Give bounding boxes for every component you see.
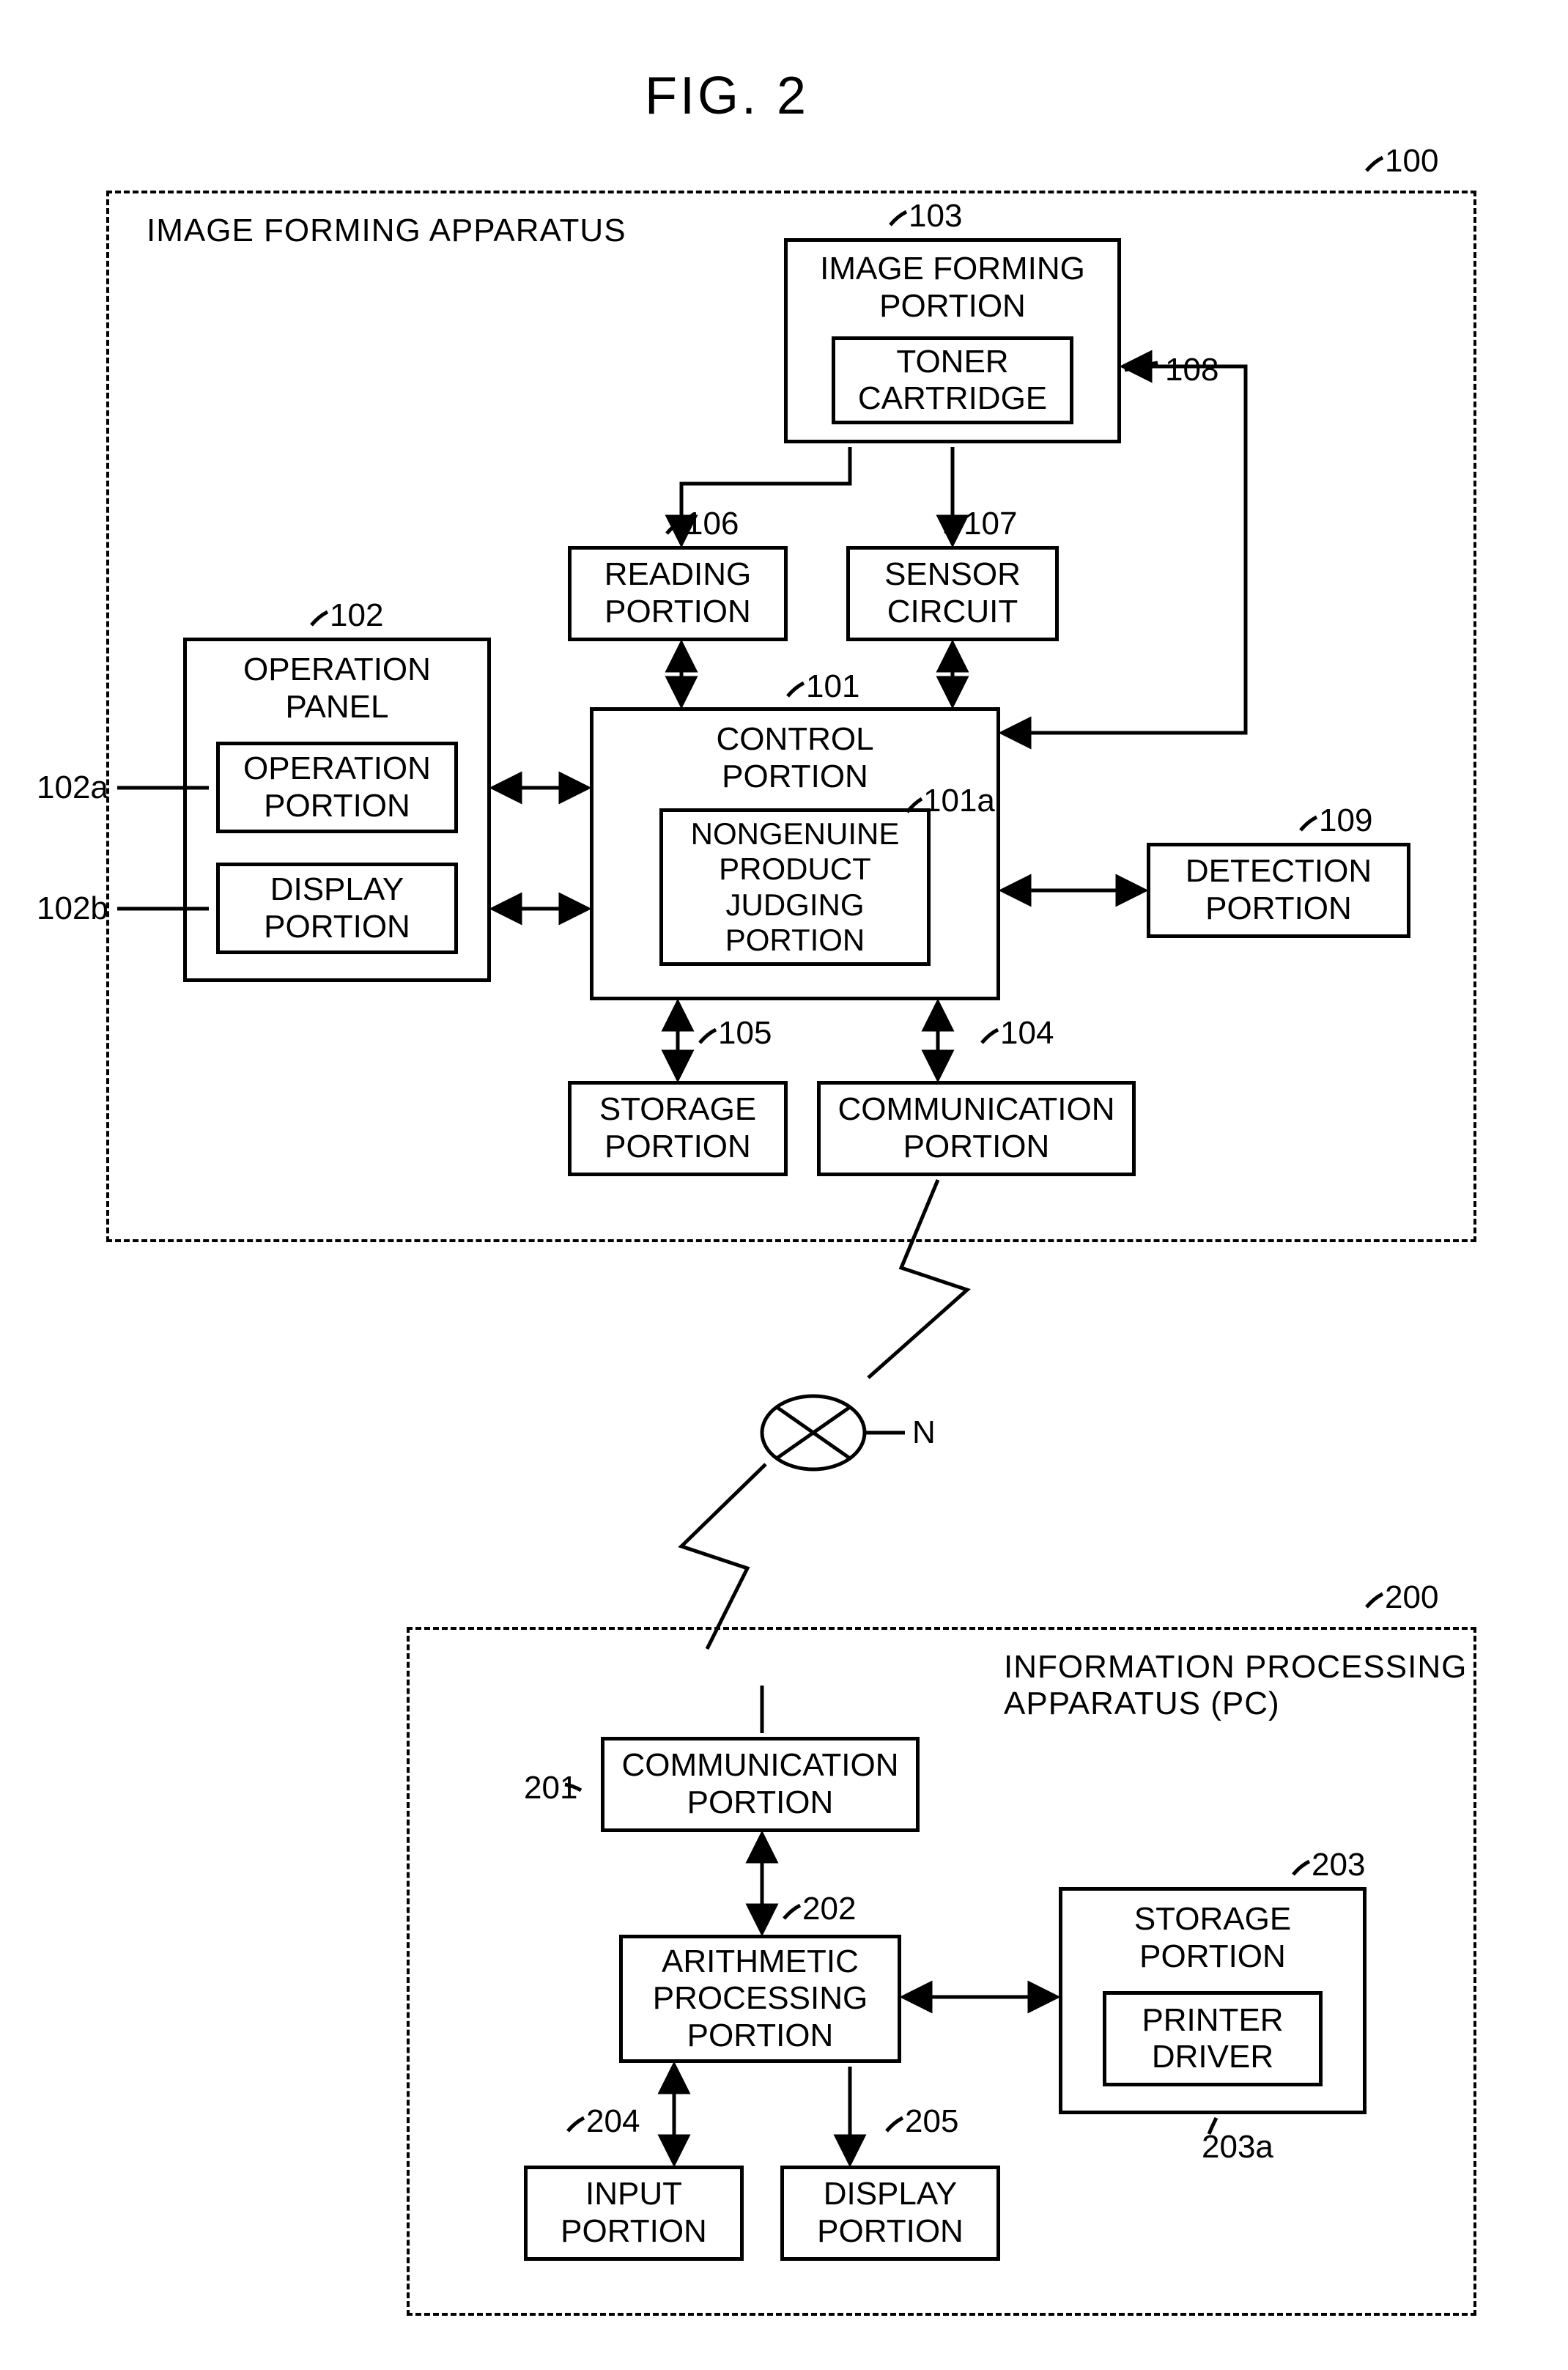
arithmetic-portion-label: ARITHMETIC PROCESSING PORTION <box>653 1943 868 2055</box>
detection-portion-label: DETECTION PORTION <box>1186 853 1372 927</box>
ref-102b: 102b <box>37 890 108 927</box>
ref-102a: 102a <box>37 769 108 806</box>
ref-202: 202 <box>802 1891 856 1927</box>
ref-N: N <box>912 1414 936 1451</box>
ref-203: 203 <box>1312 1847 1365 1883</box>
figure-title: FIG. 2 <box>645 66 809 126</box>
operation-panel-label: OPERATION PANEL <box>243 651 431 726</box>
ref-201: 201 <box>524 1770 577 1806</box>
ref-109: 109 <box>1319 802 1372 839</box>
display-portion-bottom-label: DISPLAY PORTION <box>817 2176 964 2250</box>
communication-portion-bottom-label: COMMUNICATION PORTION <box>621 1747 898 1821</box>
control-portion-label: CONTROL PORTION <box>716 721 873 795</box>
sensor-circuit-block: SENSOR CIRCUIT <box>846 546 1059 641</box>
ref-103: 103 <box>909 198 962 235</box>
toner-cartridge-block: TONER CARTRIDGE <box>832 336 1073 424</box>
ref-104: 104 <box>1000 1015 1054 1052</box>
display-portion-bottom-block: DISPLAY PORTION <box>780 2166 1000 2261</box>
ref-108: 108 <box>1165 352 1218 388</box>
ref-101a: 101a <box>923 783 995 819</box>
printer-driver-block: PRINTER DRIVER <box>1103 1991 1323 2086</box>
ref-200: 200 <box>1385 1579 1438 1616</box>
diagram-canvas: FIG. 2 IMAGE FORMING APPARATUS 100 IMAGE… <box>0 0 1568 2370</box>
storage-portion-bottom-label: STORAGE PORTION <box>1134 1901 1291 1975</box>
ref-204: 204 <box>586 2103 640 2140</box>
communication-portion-top-label: COMMUNICATION PORTION <box>837 1091 1114 1165</box>
ref-107: 107 <box>964 506 1017 542</box>
reading-portion-label: READING PORTION <box>604 556 751 630</box>
printer-driver-label: PRINTER DRIVER <box>1142 2002 1283 2076</box>
ref-203a: 203a <box>1202 2129 1273 2166</box>
operation-portion-label: OPERATION PORTION <box>243 750 431 824</box>
input-portion-block: INPUT PORTION <box>524 2166 744 2261</box>
image-forming-apparatus-title: IMAGE FORMING APPARATUS <box>147 213 626 249</box>
ref-101: 101 <box>806 668 859 705</box>
ref-105: 105 <box>718 1015 772 1052</box>
nongenuine-judging-block: NONGENUINE PRODUCT JUDGING PORTION <box>659 808 931 966</box>
arithmetic-portion-block: ARITHMETIC PROCESSING PORTION <box>619 1935 901 2063</box>
reading-portion-block: READING PORTION <box>568 546 788 641</box>
ref-100: 100 <box>1385 143 1438 180</box>
nongenuine-judging-label: NONGENUINE PRODUCT JUDGING PORTION <box>691 816 900 958</box>
ref-205: 205 <box>905 2103 958 2140</box>
input-portion-label: INPUT PORTION <box>561 2176 707 2250</box>
operation-panel-block: OPERATION PANEL OPERATION PORTION DISPLA… <box>183 638 491 982</box>
sensor-circuit-label: SENSOR CIRCUIT <box>884 556 1021 630</box>
info-processing-title: INFORMATION PROCESSING APPARATUS (PC) <box>1004 1649 1467 1722</box>
detection-portion-block: DETECTION PORTION <box>1147 843 1410 938</box>
storage-portion-top-block: STORAGE PORTION <box>568 1081 788 1176</box>
ref-102: 102 <box>330 597 383 634</box>
communication-portion-top-block: COMMUNICATION PORTION <box>817 1081 1136 1176</box>
image-forming-portion-block: IMAGE FORMING PORTION TONER CARTRIDGE <box>784 238 1121 443</box>
control-portion-block: CONTROL PORTION NONGENUINE PRODUCT JUDGI… <box>590 707 1000 1000</box>
display-portion-top-label: DISPLAY PORTION <box>264 871 410 945</box>
storage-portion-bottom-block: STORAGE PORTION PRINTER DRIVER <box>1059 1887 1367 2114</box>
toner-cartridge-label: TONER CARTRIDGE <box>858 344 1047 418</box>
operation-portion-block: OPERATION PORTION <box>216 742 458 833</box>
display-portion-top-block: DISPLAY PORTION <box>216 863 458 954</box>
ref-106: 106 <box>685 506 739 542</box>
storage-portion-top-label: STORAGE PORTION <box>599 1091 756 1165</box>
image-forming-portion-label: IMAGE FORMING PORTION <box>820 251 1085 325</box>
communication-portion-bottom-block: COMMUNICATION PORTION <box>601 1737 920 1832</box>
